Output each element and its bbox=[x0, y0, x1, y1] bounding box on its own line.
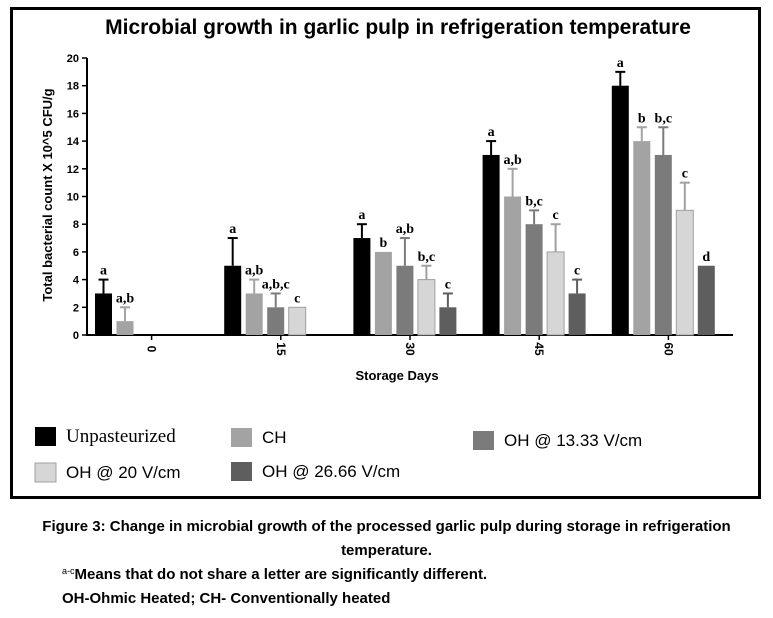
legend-swatch bbox=[231, 462, 252, 481]
significance-label: a,b bbox=[503, 153, 522, 168]
legend-swatch bbox=[231, 428, 252, 447]
bar bbox=[654, 154, 672, 335]
bar bbox=[396, 265, 414, 335]
bar bbox=[267, 307, 285, 335]
y-tick-label: 16 bbox=[67, 108, 79, 120]
y-tick-label: 14 bbox=[67, 136, 80, 148]
significance-label: a,b bbox=[396, 222, 415, 237]
bar-chart: Microbial growth in garlic pulp in refri… bbox=[34, 16, 733, 483]
figure-caption: Figure 3: Change in microbial growth of … bbox=[42, 518, 731, 559]
significance-label: a,b bbox=[245, 264, 264, 279]
bar bbox=[697, 265, 715, 335]
significance-note: a-cMeans that do not share a letter are … bbox=[62, 566, 487, 583]
significance-label: b,c bbox=[655, 111, 673, 126]
x-axis-label: Storage Days bbox=[355, 368, 438, 383]
bar bbox=[482, 154, 500, 335]
y-tick-label: 8 bbox=[73, 219, 79, 231]
bar bbox=[675, 209, 694, 336]
significance-label: a,b bbox=[116, 291, 135, 306]
x-tick-label: 45 bbox=[532, 342, 546, 356]
bar bbox=[95, 293, 112, 335]
bar bbox=[568, 293, 586, 335]
significance-label: c bbox=[682, 167, 688, 182]
significance-text: Means that do not share a letter are sig… bbox=[74, 566, 488, 583]
significance-label: b,c bbox=[418, 250, 436, 265]
x-tick-label: 60 bbox=[661, 342, 675, 356]
significance-label: b bbox=[638, 111, 646, 126]
x-tick-label: 0 bbox=[145, 346, 159, 353]
y-axis-label: Total bacterial count X 10^5 CFU/g bbox=[40, 88, 55, 301]
significance-label: a bbox=[358, 208, 365, 223]
y-tick-label: 10 bbox=[67, 192, 79, 204]
y-tick-label: 12 bbox=[67, 164, 79, 176]
figure-frame: Microbial growth in garlic pulp in refri… bbox=[10, 7, 761, 499]
significance-label: a bbox=[100, 264, 107, 279]
legend-label: OH @ 20 V/cm bbox=[66, 463, 181, 482]
bar bbox=[374, 251, 392, 335]
bar bbox=[288, 306, 307, 336]
legend-label: CH bbox=[262, 428, 287, 447]
legend-swatch bbox=[473, 431, 494, 450]
bar bbox=[224, 265, 242, 335]
chart-title: Microbial growth in garlic pulp in refri… bbox=[105, 16, 691, 39]
bar bbox=[504, 196, 522, 335]
y-tick-label: 18 bbox=[67, 81, 79, 93]
bar bbox=[633, 141, 651, 335]
legend-label: OH @ 13.33 V/cm bbox=[504, 431, 642, 450]
significance-label: a bbox=[229, 222, 236, 237]
legend: Unpasteurized CH OH @ 13.33 V/cm OH @ 20 V/… bbox=[34, 426, 642, 483]
significance-label: b,c bbox=[525, 194, 543, 209]
legend-label: Unpasteurized bbox=[66, 426, 176, 447]
bar bbox=[546, 251, 565, 336]
significance-label: b bbox=[380, 236, 388, 251]
bar bbox=[353, 238, 371, 335]
bar bbox=[611, 85, 629, 335]
y-tick-label: 2 bbox=[73, 302, 79, 314]
legend-label: OH @ 26.66 V/cm bbox=[262, 462, 400, 481]
significance-label: a bbox=[488, 125, 495, 140]
x-tick-label: 15 bbox=[274, 342, 288, 356]
y-tick-label: 20 bbox=[67, 53, 79, 65]
bar bbox=[417, 279, 436, 336]
abbreviations-note: OH-Ohmic Heated; CH- Conventionally heat… bbox=[62, 590, 391, 607]
significance-label: a bbox=[617, 56, 624, 71]
significance-label: c bbox=[294, 291, 300, 306]
significance-superscript: a-c bbox=[62, 566, 75, 576]
significance-label: c bbox=[552, 208, 558, 223]
significance-label: a,b,c bbox=[262, 277, 290, 292]
significance-label: d bbox=[702, 250, 710, 265]
y-tick-label: 0 bbox=[73, 330, 79, 342]
significance-label: c bbox=[574, 264, 580, 279]
x-tick-label: 30 bbox=[403, 342, 417, 356]
bar bbox=[116, 321, 134, 335]
y-tick-label: 4 bbox=[73, 275, 80, 287]
legend-swatch bbox=[34, 462, 57, 483]
bar bbox=[245, 293, 263, 335]
significance-label: c bbox=[445, 277, 451, 292]
bar bbox=[525, 224, 543, 335]
y-tick-label: 6 bbox=[73, 247, 79, 259]
bar bbox=[439, 307, 457, 335]
legend-swatch bbox=[35, 427, 56, 446]
